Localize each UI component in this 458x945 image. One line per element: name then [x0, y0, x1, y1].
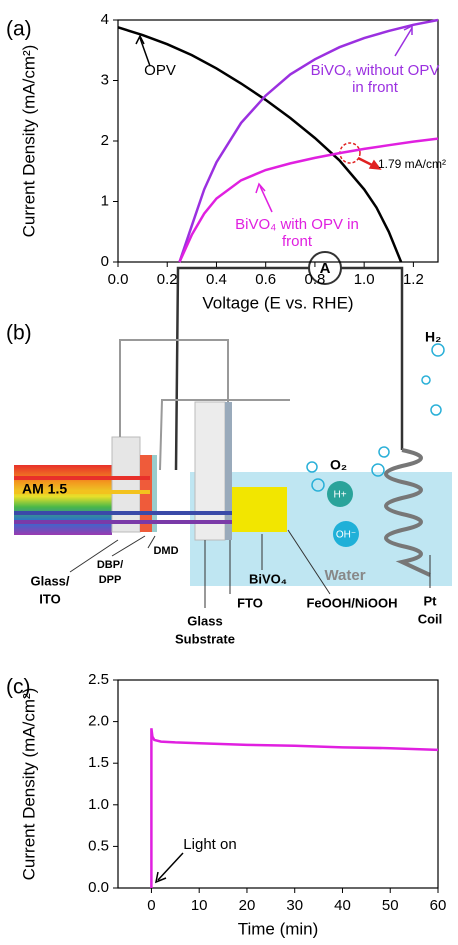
x-tick-label: 0.4 — [206, 271, 227, 288]
annotation: 1.79 mA/cm² — [372, 156, 452, 172]
x-tick-label: 1.0 — [354, 271, 375, 288]
layer-label: Glass/ — [30, 573, 69, 588]
x-tick-label: 10 — [191, 897, 208, 914]
y-tick-label: 0 — [101, 253, 109, 270]
h2-label: H₂ — [425, 329, 441, 345]
x-tick-label: 1.2 — [403, 271, 424, 288]
layer-label: DPP — [99, 574, 122, 586]
panel-label: (a) — [6, 18, 32, 41]
figure: (a) (b) (c) AM 1.5 A H₂ O₂ H+ OH⁻ Water … — [0, 0, 458, 945]
o2-label: O₂ — [330, 457, 347, 473]
layer-label: DMD — [153, 545, 178, 557]
layer-label: FTO — [237, 595, 263, 610]
layer-label: FeOOH/NiOOH — [306, 595, 397, 610]
x-tick-label: 20 — [239, 897, 256, 914]
series-label: BiVO₄ with OPV in front — [222, 216, 372, 250]
figure-canvas: (a) (b) (c) AM 1.5 A H₂ O₂ H+ OH⁻ Water … — [0, 0, 458, 945]
y-tick-label: 1.5 — [88, 754, 109, 771]
x-tick-label: 60 — [430, 897, 447, 914]
x-tick-label: 0 — [147, 897, 155, 914]
y-tick-label: 3 — [101, 71, 109, 88]
bivo4 — [232, 487, 287, 532]
layer-label: Glass — [187, 613, 222, 628]
x-tick-label: 50 — [382, 897, 399, 914]
bubbles — [307, 344, 444, 491]
glass-ito — [112, 437, 140, 532]
panel-label: (b) — [6, 322, 32, 345]
y-tick-label: 2 — [101, 132, 109, 149]
annotation: Light on — [170, 836, 250, 853]
light-source — [14, 465, 112, 535]
series-label: OPV — [140, 62, 180, 79]
y-tick-label: 2.5 — [88, 671, 109, 688]
layer-label: DBP/ — [97, 559, 123, 571]
layer-label: ITO — [39, 591, 60, 606]
y-axis-label: Current Density (mA/cm²) — [19, 45, 38, 238]
h-ion-label: H+ — [333, 490, 346, 501]
series-line — [151, 728, 438, 888]
y-tick-label: 0.5 — [88, 837, 109, 854]
x-axis-label: Time (min) — [238, 919, 319, 938]
layer-label: Coil — [418, 611, 443, 626]
x-tick-label: 0.0 — [108, 271, 129, 288]
layer-label: Pt — [424, 593, 438, 608]
series-label: BiVO₄ without OPV in front — [305, 62, 445, 96]
x-tick-label: 0.2 — [157, 271, 178, 288]
oh-ion-label: OH⁻ — [336, 530, 356, 541]
y-tick-label: 1 — [101, 192, 109, 209]
plot-frame — [118, 680, 438, 888]
x-tick-label: 0.8 — [304, 271, 325, 288]
y-tick-label: 2.0 — [88, 713, 109, 730]
x-tick-label: 30 — [286, 897, 303, 914]
x-tick-label: 0.6 — [255, 271, 276, 288]
y-axis-label: Current Density (mA/cm²) — [19, 688, 38, 881]
glass-substrate — [195, 402, 225, 540]
x-tick-label: 40 — [334, 897, 351, 914]
water-label: Water — [324, 567, 365, 584]
fto — [225, 402, 232, 540]
y-tick-label: 1.0 — [88, 796, 109, 813]
x-axis-label: Voltage (E vs. RHE) — [202, 293, 353, 312]
y-tick-label: 0.0 — [88, 879, 109, 896]
layer-label: BiVO₄ — [249, 571, 287, 586]
y-tick-label: 4 — [101, 11, 109, 28]
layer-label: Substrate — [175, 631, 235, 646]
light-label: AM 1.5 — [22, 481, 67, 497]
